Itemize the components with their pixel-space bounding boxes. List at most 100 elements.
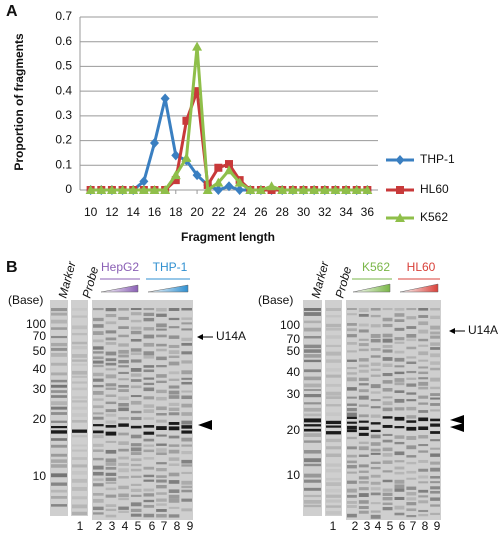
gel-band xyxy=(181,337,192,342)
gel-band xyxy=(118,354,129,358)
gel-band xyxy=(143,396,155,400)
gel-band xyxy=(394,398,405,403)
gel-band xyxy=(105,481,117,484)
gel-band xyxy=(304,450,321,454)
gel-band xyxy=(347,454,357,458)
gel-band xyxy=(326,308,341,311)
gel-band xyxy=(347,513,357,518)
gel-band xyxy=(394,460,405,463)
gel-band xyxy=(430,461,440,465)
gel-band xyxy=(347,367,357,370)
size-label: 30 xyxy=(287,387,301,401)
gel-band xyxy=(93,384,104,388)
gel-band xyxy=(370,338,381,343)
gel-band xyxy=(143,449,155,453)
gel-band xyxy=(358,487,369,491)
gel-band xyxy=(406,392,417,395)
gel-band xyxy=(418,481,429,484)
gel-image xyxy=(346,300,441,520)
gel-band xyxy=(394,471,405,475)
gel-band xyxy=(118,485,129,490)
gel-band xyxy=(394,479,405,484)
gel-band xyxy=(304,463,321,467)
gel-band xyxy=(72,496,87,500)
marker xyxy=(160,185,171,194)
gel-band xyxy=(118,462,129,466)
size-label: 100 xyxy=(280,318,300,332)
gel-band xyxy=(181,459,192,464)
gel-band xyxy=(118,316,129,320)
gel-band xyxy=(51,504,67,507)
gel-band xyxy=(130,447,142,452)
gel-band xyxy=(130,452,142,455)
gel-band xyxy=(105,477,117,482)
gel-band xyxy=(105,394,117,397)
gel-band xyxy=(382,453,393,457)
marker xyxy=(277,185,288,194)
gel-band xyxy=(358,377,369,381)
gel-band xyxy=(347,446,357,450)
marker xyxy=(106,185,117,194)
lane-number: 4 xyxy=(375,519,382,533)
gel-band xyxy=(143,479,155,482)
gel-band xyxy=(418,371,429,375)
wedge xyxy=(399,283,439,293)
x-tick-label: 36 xyxy=(361,205,375,219)
gel-band xyxy=(406,426,417,431)
gel-band xyxy=(358,441,369,444)
gel-band xyxy=(326,453,341,458)
gel-band xyxy=(326,404,341,407)
gel-band xyxy=(118,396,129,401)
gel-band xyxy=(105,472,117,476)
gel-band xyxy=(105,514,117,518)
gel-band xyxy=(105,362,117,366)
gel-band xyxy=(406,420,417,423)
gel-band xyxy=(130,326,142,330)
lane-number: 8 xyxy=(174,519,181,533)
marker xyxy=(235,185,245,195)
gel-band xyxy=(168,390,180,395)
gel-band xyxy=(382,317,393,322)
gel-band xyxy=(358,510,369,514)
gel-band xyxy=(326,374,341,378)
gel-band xyxy=(418,344,429,347)
gel-band xyxy=(418,351,429,356)
gel-band xyxy=(347,494,357,498)
lane-number: 9 xyxy=(187,519,194,533)
panel-label: B xyxy=(6,259,18,276)
gel-band xyxy=(156,468,167,472)
gel-band xyxy=(304,308,321,311)
gel-band xyxy=(168,514,180,518)
marker xyxy=(298,185,309,194)
gel-band xyxy=(382,345,393,348)
gel-band xyxy=(118,476,129,479)
x-tick-label: 32 xyxy=(318,205,332,219)
gel-band xyxy=(118,365,129,368)
group-label: K562 xyxy=(362,260,390,274)
x-tick-label: 28 xyxy=(276,205,290,219)
gel-band xyxy=(326,412,341,416)
gel-band xyxy=(168,463,180,466)
gel-band xyxy=(51,379,67,383)
gel-band xyxy=(93,424,104,427)
gel-band xyxy=(93,457,104,461)
gel-band xyxy=(93,331,104,335)
gel-band xyxy=(418,450,429,453)
gel-band xyxy=(105,425,117,428)
gel-band xyxy=(93,434,104,439)
gel-band xyxy=(358,308,369,312)
gel-band xyxy=(51,308,67,312)
gel-band xyxy=(304,312,321,316)
gel-band xyxy=(181,444,192,447)
gel-band xyxy=(130,338,142,342)
gel-band xyxy=(130,475,142,478)
marker xyxy=(395,213,405,222)
gel-band xyxy=(72,419,87,423)
x-tick-label: 14 xyxy=(127,205,141,219)
gel-band xyxy=(156,406,167,411)
gel-band xyxy=(382,488,393,492)
gel-band xyxy=(326,468,341,473)
gel-band xyxy=(394,371,405,375)
gel-band xyxy=(143,513,155,518)
gel-band xyxy=(51,342,67,347)
